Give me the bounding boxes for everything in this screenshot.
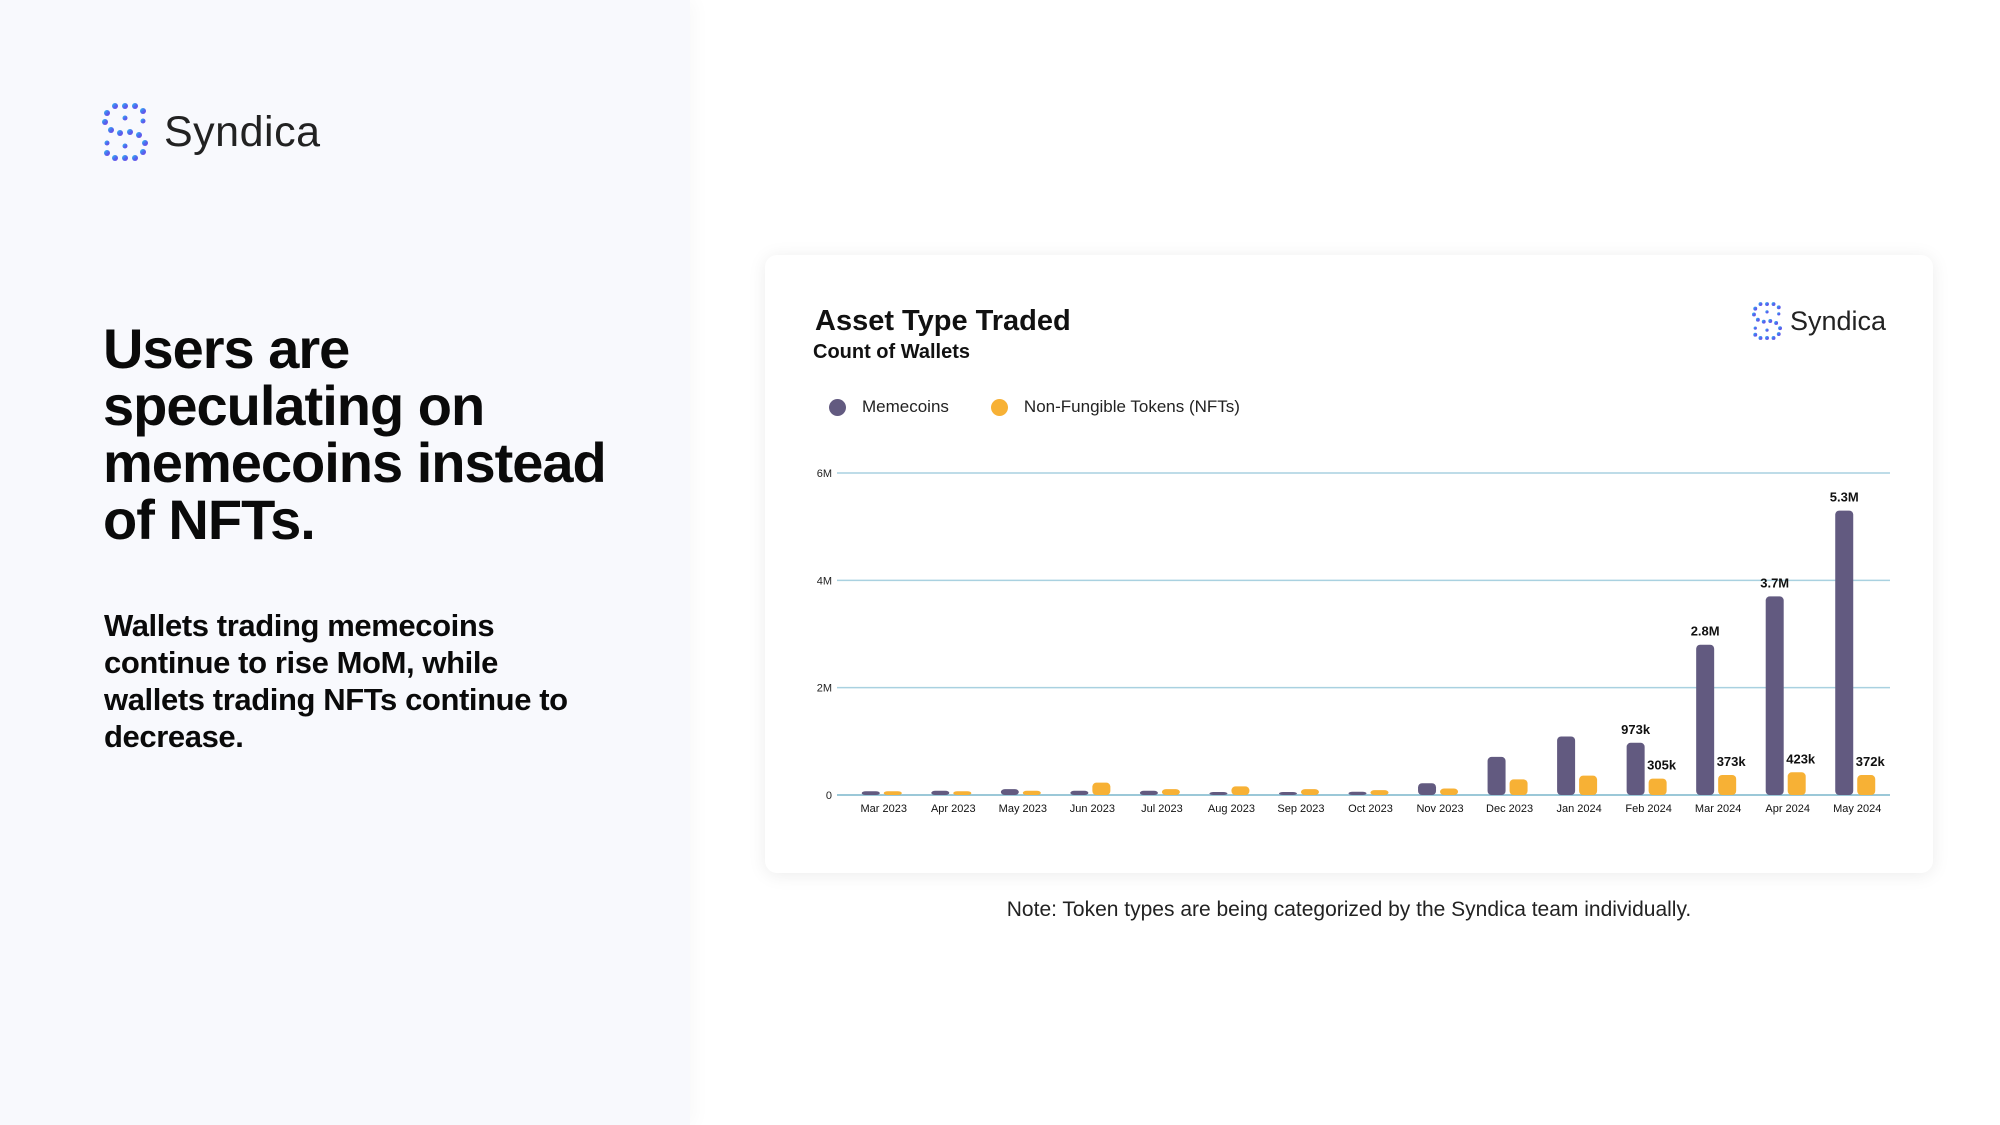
data-label-memecoins: 5.3M: [1830, 490, 1859, 505]
bar-memecoins: [1348, 791, 1367, 795]
left-panel: Syndica Users are speculating on memecoi…: [0, 0, 690, 1125]
legend-swatch-nfts: [990, 398, 1008, 416]
legend-item-memecoins: Memecoins: [829, 397, 949, 417]
syndica-logo-icon: [1751, 302, 1782, 340]
x-tick-label: Aug 2023: [1208, 803, 1255, 815]
card-brand-logo: Syndica: [1751, 302, 1886, 340]
bar-nfts: [1300, 789, 1319, 795]
data-label-nfts: 305k: [1647, 758, 1677, 773]
bar-memecoins: [861, 791, 880, 795]
footnote: Note: Token types are being categorized …: [1006, 898, 1692, 921]
bar-nfts: [1718, 774, 1737, 795]
x-tick-label: Mar 2024: [1695, 803, 1741, 815]
legend-swatch-memecoins: [829, 398, 846, 416]
bar-memecoins: [1278, 792, 1297, 795]
data-label-memecoins: 2.8M: [1691, 624, 1720, 639]
bar-nfts: [1857, 775, 1876, 795]
bar-memecoins: [1418, 783, 1437, 795]
x-tick-label: Feb 2024: [1625, 803, 1671, 815]
bar-memecoins: [1557, 736, 1576, 795]
bar-nfts: [1579, 775, 1598, 795]
bar-nfts: [1440, 788, 1459, 795]
chart-legend: Memecoins Non-Fungible Tokens (NFTs): [829, 397, 1282, 417]
bar-nfts: [1648, 778, 1667, 795]
x-tick-label: Jul 2023: [1141, 803, 1183, 815]
bar-memecoins: [1070, 790, 1089, 795]
x-tick-label: Oct 2023: [1348, 803, 1393, 815]
bar-chart: 0 2M 4M 6M Mar 2023 Apr 2023 May 2023 Jun 2023 J…: [817, 468, 1890, 815]
legend-item-nfts: Non-Fungible Tokens (NFTs): [990, 397, 1240, 417]
bar-nfts: [1092, 782, 1111, 795]
brand-name: Syndica: [164, 107, 321, 156]
bar-nfts: [1509, 779, 1528, 795]
data-label-nfts: 373k: [1717, 754, 1747, 769]
subtext: Wallets trading memecoins continue to ri…: [104, 608, 568, 754]
data-label-memecoins: 973k: [1621, 722, 1651, 737]
chart-title: Asset Type Traded: [815, 305, 1071, 337]
x-tick-label: Jun 2023: [1070, 803, 1115, 815]
chart-subtitle: Count of Wallets: [813, 341, 971, 363]
bar-nfts: [1022, 790, 1041, 795]
x-tick-label: Sep 2023: [1277, 803, 1324, 815]
card-brand-name: Syndica: [1789, 305, 1886, 336]
syndica-logo-icon: [102, 103, 148, 161]
data-label-nfts: 423k: [1786, 751, 1816, 766]
bar-memecoins: [1487, 756, 1506, 795]
y-tick-label: 2M: [817, 683, 832, 695]
bar-nfts: [1161, 789, 1180, 795]
bar-memecoins: [1139, 790, 1158, 795]
x-tick-label: Dec 2023: [1486, 803, 1533, 815]
bar-memecoins: [1626, 742, 1645, 795]
legend-label-nfts: Non-Fungible Tokens (NFTs): [1023, 397, 1240, 416]
bar-memecoins: [1765, 596, 1784, 795]
x-tick-label: Mar 2023: [861, 803, 907, 815]
headline: Users are speculating on memecoins inste…: [103, 317, 607, 551]
bar-nfts: [1787, 772, 1806, 795]
bar-nfts: [1231, 786, 1250, 795]
data-label-memecoins: 3.7M: [1760, 575, 1789, 590]
bar-memecoins: [1696, 644, 1715, 795]
bar-nfts: [953, 791, 972, 795]
y-tick-label: 0: [826, 790, 832, 802]
bar-memecoins: [1209, 792, 1228, 795]
x-tick-label: Nov 2023: [1416, 803, 1463, 815]
bar-memecoins: [1835, 510, 1854, 795]
chart-card: Asset Type Traded Count of Wallets Syndi…: [765, 255, 1933, 873]
bar-memecoins: [931, 790, 950, 795]
x-tick-label: May 2024: [1833, 803, 1881, 815]
x-tick-label: Jan 2024: [1556, 803, 1601, 815]
bar-nfts: [883, 791, 902, 795]
y-tick-label: 6M: [817, 468, 832, 480]
bar-nfts: [1370, 790, 1389, 795]
data-label-nfts: 372k: [1856, 754, 1886, 769]
x-tick-label: May 2023: [999, 803, 1047, 815]
brand-logo: Syndica: [102, 103, 320, 161]
y-tick-label: 4M: [817, 575, 832, 587]
legend-label-memecoins: Memecoins: [862, 397, 949, 416]
x-tick-label: Apr 2024: [1765, 803, 1810, 815]
x-tick-label: Apr 2023: [931, 803, 976, 815]
bar-memecoins: [1000, 789, 1019, 795]
